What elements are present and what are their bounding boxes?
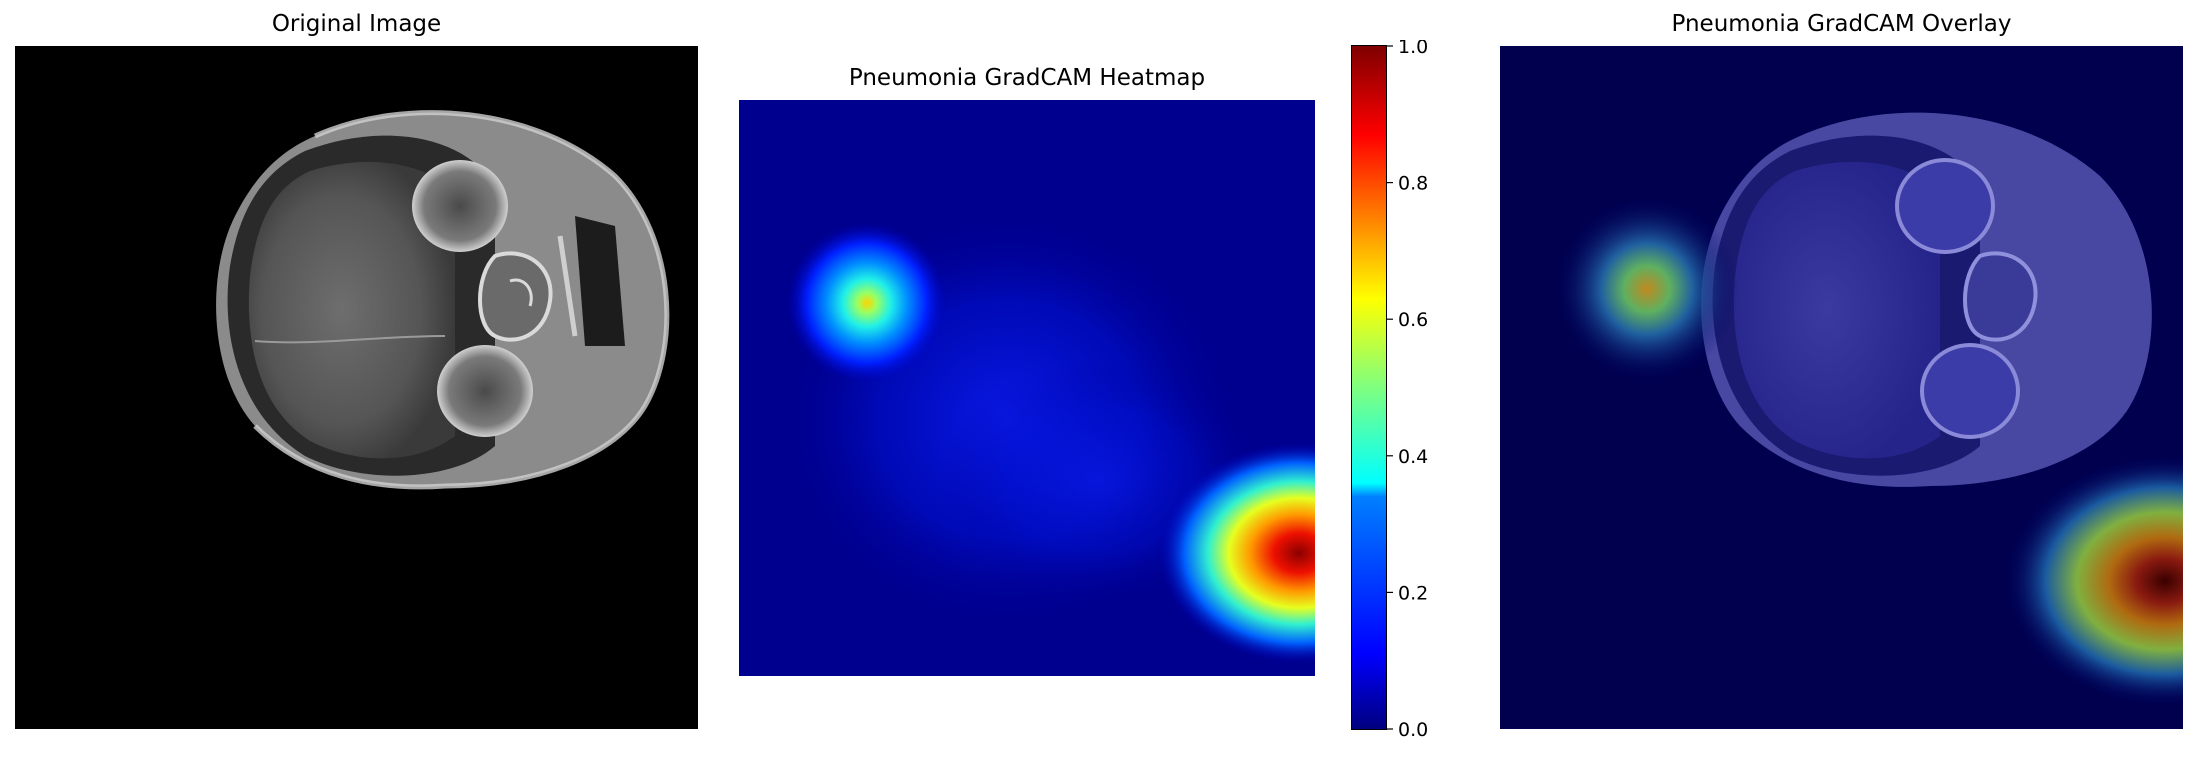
heatmap-title: Pneumonia GradCAM Heatmap [848, 65, 1206, 91]
overlay-panel [1500, 46, 2183, 729]
gradcam-overlay [1555, 112, 2183, 706]
hotspot-right-lower [1159, 443, 1315, 663]
colorbar [1351, 45, 1387, 730]
colorbar-tick-label: 0.2 [1398, 582, 1428, 604]
colorbar-tick-label: 0.4 [1398, 446, 1428, 468]
colorbar-tick-label: 1.0 [1398, 40, 1428, 58]
heatmap-panel [739, 100, 1315, 676]
mri-scan-image [216, 110, 670, 490]
overlay-title: Pneumonia GradCAM Overlay [1671, 11, 2012, 37]
original-image-panel [15, 46, 698, 729]
original-image-title: Original Image [271, 11, 442, 37]
hotspot-left-upper [787, 223, 947, 383]
colorbar-tick-label: 0.8 [1398, 173, 1428, 195]
colorbar-axis: 0.0 0.2 0.4 0.6 0.8 1.0 [1386, 40, 1428, 740]
gradcam-heatmap [787, 220, 1315, 663]
colorbar-tick-label: 0.6 [1398, 309, 1428, 331]
colorbar-tick-label: 0.0 [1398, 719, 1428, 740]
